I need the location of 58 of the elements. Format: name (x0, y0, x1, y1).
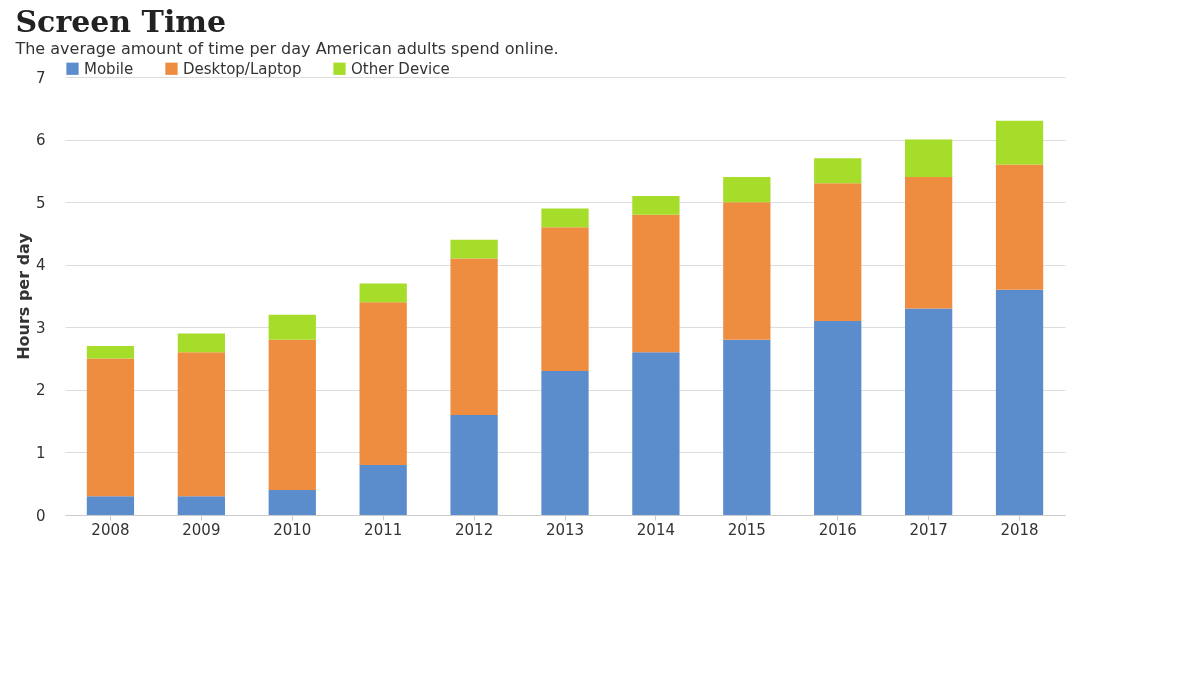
bar (359, 464, 407, 515)
chart-title: Screen Time (15, 4, 227, 39)
bar (450, 239, 498, 259)
bar (995, 120, 1044, 165)
bar (450, 258, 498, 415)
x-tick-label: 2012 (455, 520, 494, 539)
bar (995, 164, 1044, 290)
y-tick-label: 2 (35, 381, 46, 400)
bar (541, 371, 589, 515)
bar (814, 158, 862, 184)
y-tick-label: 1 (35, 443, 46, 462)
bar (541, 208, 589, 228)
x-tick-label: 2013 (545, 520, 585, 539)
chart-subtitle: The average amount of time per day American adults spend online. (14, 39, 559, 58)
x-tick-label: 2014 (636, 520, 675, 539)
bar (450, 414, 498, 515)
x-tick-label: 2011 (364, 520, 403, 539)
legend-label: Other Device (351, 59, 450, 78)
bar (632, 352, 680, 515)
bar (541, 227, 589, 372)
bar (177, 333, 225, 353)
x-tick-label: 2015 (727, 520, 766, 539)
bar (814, 321, 862, 515)
bar (86, 346, 135, 359)
bar (723, 202, 771, 340)
x-tick-label: 2017 (909, 520, 948, 539)
y-tick-label: 4 (35, 256, 46, 275)
bar (359, 283, 407, 303)
bar (723, 339, 771, 515)
bar (995, 289, 1044, 515)
x-tick-label: 2018 (1000, 520, 1039, 539)
bar (632, 195, 680, 215)
bar (814, 183, 862, 322)
x-tick-label: 2010 (273, 520, 312, 539)
y-tick-label: 0 (35, 506, 46, 525)
bar (268, 339, 316, 490)
bar (632, 214, 680, 353)
x-tick-label: 2008 (91, 520, 130, 539)
y-tick-label: 7 (35, 68, 46, 87)
y-tick-label: 6 (35, 131, 46, 150)
bar (905, 177, 953, 309)
bar (723, 177, 771, 203)
x-tick-label: 2009 (182, 520, 221, 539)
legend-label: Desktop/Laptop (183, 59, 302, 78)
bar (268, 314, 316, 340)
y-tick-label: 5 (35, 193, 46, 212)
bar (177, 352, 225, 497)
bar (177, 496, 225, 515)
bar (359, 302, 407, 465)
bar (268, 489, 316, 515)
bar (905, 139, 953, 178)
y-tick-label: 3 (35, 318, 46, 337)
bar (86, 496, 135, 515)
legend-label: Mobile (84, 59, 134, 78)
y-axis-title: Hours per day (13, 232, 33, 360)
bar (905, 308, 953, 515)
bar (86, 358, 135, 497)
x-tick-label: 2016 (818, 520, 857, 539)
